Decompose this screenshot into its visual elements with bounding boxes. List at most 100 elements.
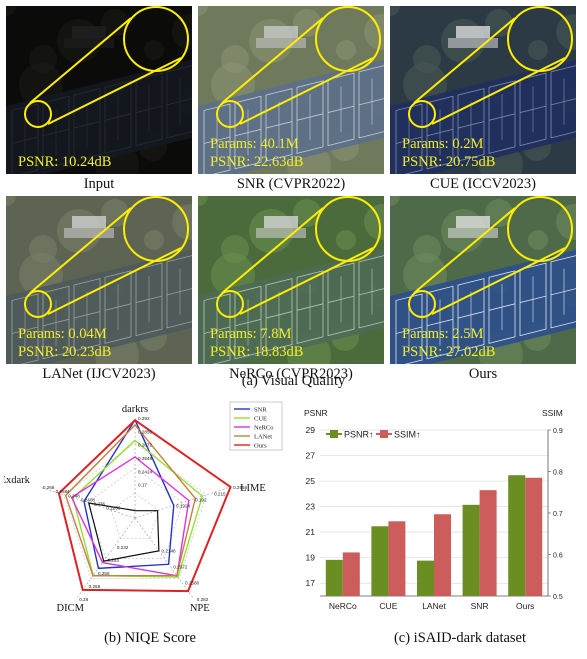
legend-label: SNR	[254, 407, 267, 414]
bar-ssim	[525, 477, 543, 596]
radar-series-lanet	[64, 423, 197, 577]
bar-psnr	[508, 475, 526, 596]
psnr-label: PSNR: 18.83dB	[210, 344, 304, 360]
aerial-photo	[198, 196, 384, 364]
x-tick-label: SNR	[471, 601, 489, 611]
params-label: Params: 40.1M	[210, 136, 299, 152]
y-axis-label: PSNR	[304, 408, 328, 418]
radar-grid-ring	[110, 492, 160, 539]
radar-tick-label: 0.2956	[233, 485, 247, 490]
bar-ssim	[342, 552, 360, 596]
legend-label: NeRCo	[254, 425, 274, 432]
radar-tick-label: 0.268	[43, 485, 55, 490]
legend-label: Ours	[254, 443, 267, 450]
x-tick-label: CUE	[379, 601, 397, 611]
params-label: Params: 2.5M	[402, 326, 484, 342]
radar-tick-label: 0.244	[107, 558, 119, 563]
y2-tick-label: 0.5	[553, 594, 563, 601]
radar-series-nerco	[70, 456, 190, 577]
visual-quality-caption: (a) Visual Quality	[241, 373, 346, 389]
legend-swatch	[380, 430, 388, 438]
psnr-label: PSNR: 27.02dB	[402, 344, 496, 360]
x-tick-label: Ours	[516, 601, 534, 611]
aerial-photo	[390, 196, 576, 364]
radar-grid-ring	[63, 442, 207, 579]
params-label: Params: 0.2M	[402, 136, 484, 152]
radar-axis-label: NPE	[190, 603, 210, 614]
legend-label: LANet	[254, 434, 272, 441]
radar-axis-label: LIME	[240, 483, 266, 494]
radar-series-snr	[83, 418, 175, 570]
aerial-photo	[198, 6, 384, 174]
legend-label: CUE	[254, 416, 267, 423]
radar-tick-label: 0.282	[197, 597, 209, 602]
radar-tick-label: 0.192	[195, 497, 207, 502]
y-tick-label: 27	[306, 451, 316, 461]
y2-tick-label: 0.6	[553, 553, 563, 560]
aerial-photo	[6, 196, 192, 364]
psnr-label: PSNR: 20.23dB	[18, 344, 112, 360]
bar-psnr	[371, 526, 389, 596]
result-image-2: Params: 40.1M PSNR: 22.63dB	[198, 6, 384, 174]
radar-tick-label: 0.268	[89, 584, 101, 589]
radar-tick-label: 0.292	[138, 416, 150, 421]
y2-tick-label: 0.8	[553, 470, 563, 477]
isaid-bar-panel: 17 19 21 23 25 27 29 0.5 0.6 0.7 0.8 0.9 PSNR SSIM NeR…	[296, 400, 584, 622]
bar-ssim	[388, 521, 406, 596]
aerial-photo	[6, 6, 192, 174]
y2-axis-label: SSIM	[542, 408, 563, 418]
result-image-3: Params: 0.2M PSNR: 20.75dB	[390, 6, 576, 174]
y-tick-label: 23	[306, 502, 316, 512]
radar-axis-label: Exdark	[4, 475, 31, 486]
radar-series-ours	[57, 418, 232, 593]
psnr-label: PSNR: 10.24dB	[18, 154, 112, 170]
niqe-radar-panel: 0.292 0.2856 0.2672 0.2548 0.2424 0.17 0.2956 0…	[0, 398, 286, 620]
bar-ssim	[479, 490, 497, 596]
radar-axis-label: DICM	[57, 603, 85, 614]
method-caption: NeRCo (CVPR2023)	[229, 366, 353, 382]
legend-label: PSNR↑	[344, 430, 374, 440]
radar-tick-label: 0.2256	[106, 506, 120, 511]
radar-axis-label: darkrs	[122, 404, 148, 415]
radar-tick-label: 0.17	[138, 483, 147, 488]
niqe-radar-chart: 0.292 0.2856 0.2672 0.2548 0.2424 0.17 0.2956 0…	[0, 401, 283, 614]
radar-tick-label: 0.236	[94, 502, 106, 507]
y-tick-label: 19	[306, 553, 316, 563]
radar-center-polygon	[87, 502, 160, 562]
radar-tick-label: 0.215	[214, 491, 226, 496]
x-tick-label: NeRCo	[329, 601, 357, 611]
radar-tick-label: 0.2856	[138, 429, 152, 434]
method-caption: Input	[83, 176, 115, 192]
bar-legend: PSNR↑ SSIM↑	[326, 430, 421, 440]
y-tick-label: 25	[306, 476, 316, 486]
radar-tick-label: 0.2584	[56, 489, 70, 494]
method-caption: SNR (CVPR2022)	[236, 176, 346, 192]
radar-tick-label: 0.232	[117, 545, 129, 550]
radar-tick-label: 0.2424	[138, 469, 152, 474]
y-tick-label: 17	[306, 578, 316, 588]
method-caption: LANet (IJCV2023)	[42, 366, 156, 382]
radar-tick-label: 0.248	[68, 493, 80, 498]
params-label: Params: 7.8M	[210, 326, 292, 342]
radar-tick-label: 0.2372	[173, 565, 187, 570]
result-image-1: PSNR: 10.24dB	[6, 6, 192, 174]
bar-psnr	[325, 559, 343, 596]
params-label: Params: 0.04M	[18, 326, 107, 342]
radar-tick-label: 0.28	[79, 597, 88, 602]
y2-tick-label: 0.9	[553, 428, 563, 435]
method-caption: CUE (ICCV2023)	[430, 176, 536, 192]
result-image-4: Params: 0.04M PSNR: 20.23dB	[6, 196, 192, 364]
result-image-5: Params: 7.8M PSNR: 18.83dB	[198, 196, 384, 364]
radar-grid-ring	[87, 467, 183, 559]
isaid-bar-chart: 17 19 21 23 25 27 29 0.5 0.6 0.7 0.8 0.9 PSNR SSIM NeR…	[304, 408, 563, 611]
bar-psnr	[462, 504, 480, 596]
radar-tick-label: 0.2672	[138, 443, 152, 448]
result-image-6: Params: 2.5M PSNR: 27.02dB	[390, 196, 576, 364]
radar-legend: SNR CUE NeRCo LANet Ours	[229, 401, 283, 451]
bar-psnr	[417, 560, 434, 596]
aerial-photo	[390, 6, 576, 174]
niqe-caption: (b) NIQE Score	[104, 630, 196, 646]
bar-ssim	[434, 514, 451, 596]
legend-swatch	[330, 430, 338, 438]
radar-tick-label: 0.256	[98, 571, 110, 576]
